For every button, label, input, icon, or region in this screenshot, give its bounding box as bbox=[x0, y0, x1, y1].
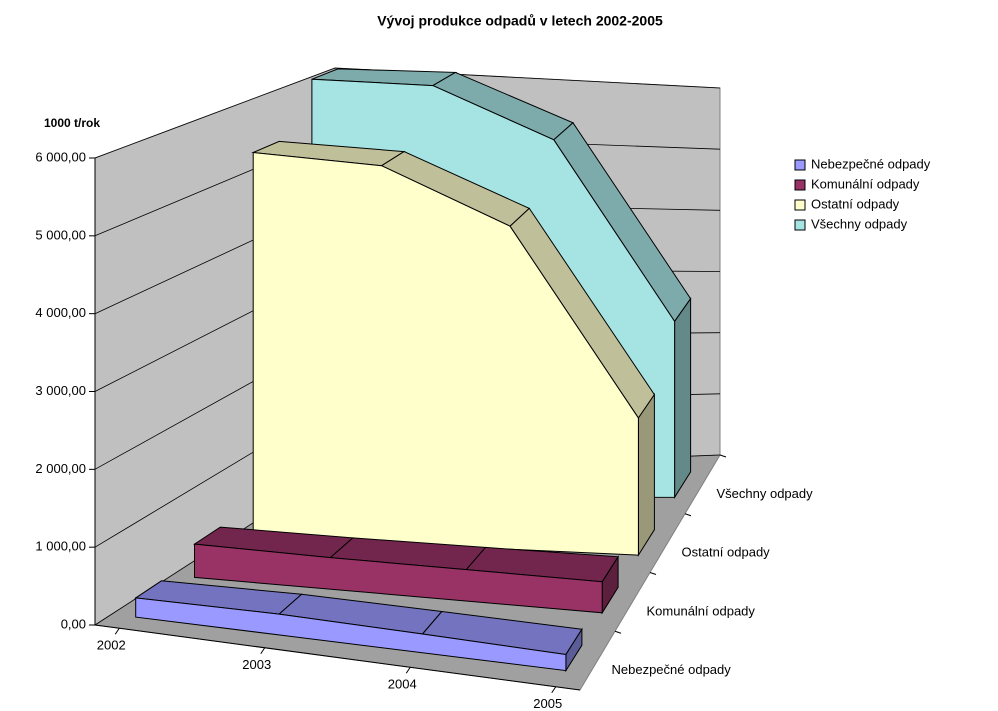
y-tick-label: 6 000,00 bbox=[35, 149, 86, 164]
x-tick-label: 2005 bbox=[533, 696, 562, 711]
area-front bbox=[252, 151, 639, 556]
depth-tick-label: Komunální odpady bbox=[647, 603, 756, 618]
x-tick bbox=[405, 666, 411, 674]
y-tick-label: 3 000,00 bbox=[35, 383, 86, 398]
depth-tick bbox=[719, 454, 727, 458]
depth-tick bbox=[684, 513, 692, 517]
legend-label: Nebezpečné odpady bbox=[811, 156, 931, 171]
depth-tick-label: Ostatní odpady bbox=[682, 545, 771, 560]
area-front bbox=[135, 597, 567, 672]
legend-swatch bbox=[794, 219, 806, 231]
x-tick bbox=[260, 647, 266, 655]
x-tick bbox=[551, 686, 557, 694]
depth-tick bbox=[649, 572, 657, 575]
y-tick-label: 4 000,00 bbox=[35, 305, 86, 320]
area-end bbox=[674, 297, 692, 500]
y-tick-label: 0,00 bbox=[61, 616, 86, 631]
legend-swatch bbox=[794, 199, 806, 211]
depth-tick-label: Všechny odpady bbox=[717, 486, 814, 501]
legend-label: Komunální odpady bbox=[811, 176, 920, 191]
x-tick-label: 2004 bbox=[388, 677, 417, 692]
x-axis bbox=[94, 624, 581, 691]
legend-swatch bbox=[794, 179, 806, 191]
depth-tick-label: Nebezpečné odpady bbox=[612, 662, 732, 677]
y-axis-title: 1000 t/rok bbox=[44, 116, 100, 130]
legend-swatch bbox=[794, 159, 806, 171]
depth-tick bbox=[614, 630, 622, 634]
legend-label: Ostatní odpady bbox=[811, 196, 900, 211]
legend-label: Všechny odpady bbox=[811, 216, 908, 231]
y-tick-label: 1 000,00 bbox=[35, 539, 86, 554]
x-tick bbox=[114, 627, 120, 635]
x-tick-label: 2003 bbox=[242, 657, 271, 672]
grid-line bbox=[94, 67, 721, 159]
y-tick-label: 5 000,00 bbox=[35, 227, 86, 242]
area-front bbox=[194, 543, 603, 614]
area-end bbox=[637, 392, 655, 557]
x-tick-label: 2002 bbox=[97, 638, 126, 653]
chart-title: Vývoj produkce odpadů v letech 2002-2005 bbox=[377, 13, 663, 29]
y-tick-label: 2 000,00 bbox=[35, 461, 86, 476]
